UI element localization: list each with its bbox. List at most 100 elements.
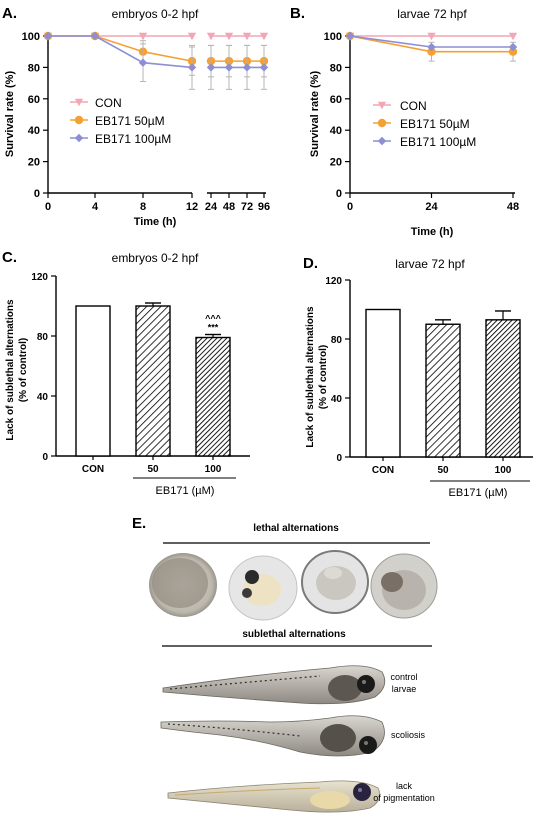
chart-a-point-0 [224, 32, 234, 41]
chart-c-y-tick-label: 0 [42, 452, 48, 463]
chart-b-x-tick-label: 48 [507, 201, 519, 213]
larva-image-scoliosis [160, 715, 385, 757]
chart-b-point-2 [508, 42, 518, 52]
legend-b: CON EB171 50µM EB171 100µM [400, 99, 476, 149]
chart-c-group-label: EB171 (µM) [156, 485, 215, 497]
larva-image-pigmentation [167, 780, 381, 813]
chart-c-title: embryos 0-2 hpf [112, 251, 199, 265]
chart-a-x-tick-label: 24 [205, 201, 218, 213]
chart-b-y-tick-label: 80 [330, 62, 342, 74]
chart-d-x-tick-label: 100 [495, 465, 512, 476]
chart-b-y-tick-label: 20 [330, 157, 342, 169]
legend-b-item-eb100: EB171 100µM [400, 135, 476, 149]
chart-a-x-tick-label: 48 [223, 201, 235, 213]
panel-letter-c: C. [2, 249, 17, 266]
chart-c-ylabel-line2: (% of control) [18, 338, 29, 402]
chart-b-y-tick-label: 60 [330, 94, 342, 106]
chart-d-bar-50 [425, 323, 461, 458]
panel-letter-b: B. [290, 5, 305, 22]
chart-d-bar-CON [365, 308, 401, 458]
panel-letter-a: A. [2, 5, 17, 22]
chart-b-ylabel: Survival rate (%) [309, 71, 321, 158]
chart-b-point-0 [508, 32, 518, 41]
chart-a-x-tick-label: 12 [186, 201, 198, 213]
larva-label-control-line2: larvae [392, 684, 417, 694]
chart-a-y-tick-label: 100 [22, 31, 40, 43]
panel-letter-d: D. [303, 255, 318, 272]
chart-d-y-tick-label: 120 [325, 276, 342, 287]
chart-d-title: larvae 72 hpf [395, 257, 465, 271]
larva-label-control-line1: control [390, 672, 417, 682]
chart-b-point-0 [427, 32, 436, 41]
chart-a-ylabel: Survival rate (%) [4, 71, 16, 158]
chart-a-y-tick-label: 80 [28, 62, 40, 74]
chart-a-y-tick-label: 0 [34, 188, 40, 200]
chart-b-xlabel: Time (h) [411, 226, 454, 238]
chart-a-y-tick-label: 20 [28, 157, 40, 169]
chart-d-bar-100 [485, 319, 521, 458]
chart-c-y-tick-label: 40 [37, 392, 49, 403]
egg-image-4 [370, 553, 438, 619]
chart-c-annotation: *** [208, 323, 219, 333]
chart-b-point-1 [427, 47, 436, 56]
legend-a: CON EB171 50µM EB171 100µM [95, 96, 171, 146]
chart-c-y-tick-label: 120 [31, 272, 48, 283]
chart-a-point-0 [206, 32, 216, 41]
chart-d-ylabel-line2: (% of control) [318, 345, 329, 409]
chart-b-point-1 [508, 47, 518, 56]
chart-a-point-2 [224, 63, 234, 72]
larva-label-pigmentation-line2: of pigmentation [373, 793, 435, 803]
chart-a-point-2 [138, 58, 148, 67]
chart-b-x-tick-label: 0 [347, 201, 353, 213]
legend-a-item-con: CON [95, 96, 122, 110]
larva-label-scoliosis: scoliosis [391, 730, 426, 740]
chart-a-legend-marker [74, 115, 84, 125]
lethal-title: lethal alternations [253, 523, 339, 534]
chart-a-y-tick-label: 60 [28, 94, 40, 106]
chart-c-y-tick-label: 80 [37, 332, 49, 343]
chart-d-x-tick-label: CON [372, 465, 394, 476]
sublethal-title: sublethal alternations [242, 629, 346, 640]
egg-image-2 [228, 555, 298, 621]
panel-e: lethal alternations sublethal alternatio… [149, 523, 438, 813]
larva-label-pigmentation-line1: lack [396, 781, 413, 791]
chart-d-y-tick-label: 40 [331, 394, 343, 405]
legend-b-item-con: CON [400, 99, 427, 113]
chart-b-legend-marker [377, 101, 387, 110]
chart-a-x-tick-label: 72 [241, 201, 253, 213]
egg-image-3 [301, 550, 369, 614]
chart-a-legend-marker [74, 98, 84, 107]
panel-letter-e: E. [132, 515, 146, 532]
chart-b-y-tick-label: 0 [336, 188, 342, 200]
chart-a-xlabel: Time (h) [134, 216, 177, 228]
chart-a-point-0 [138, 32, 148, 41]
chart-a-x-tick-label: 0 [45, 201, 51, 213]
chart-a-x-tick-label: 8 [140, 201, 146, 213]
larva-image-control [162, 665, 386, 705]
chart-b-legend-marker [377, 118, 387, 128]
chart-c-bar-100 [195, 336, 231, 457]
chart-d-ylabel-line1: Lack of sublethal alternations [305, 306, 316, 448]
chart-d-y-tick-label: 0 [336, 453, 342, 464]
egg-image-1 [149, 553, 217, 617]
chart-d-x-tick-label: 50 [437, 465, 449, 476]
chart-a-x-tick-label: 96 [258, 201, 270, 213]
chart-b-x-tick-label: 24 [425, 201, 438, 213]
chart-a-title: embryos 0-2 hpf [112, 7, 199, 21]
chart-d-y-tick-label: 80 [331, 335, 343, 346]
chart-a-series-line-1 [48, 35, 193, 62]
chart-a-point-2 [90, 31, 100, 41]
chart-a-point-2 [206, 63, 216, 72]
chart-a-legend-marker [74, 133, 84, 143]
chart-a-point-2 [187, 63, 197, 72]
chart-b-y-tick-label: 40 [330, 125, 342, 137]
legend-a-item-eb100: EB171 100µM [95, 132, 171, 146]
chart-c-bar-50 [135, 305, 171, 457]
chart-b-y-tick-label: 100 [324, 31, 342, 43]
chart-c-x-tick-label: CON [82, 464, 104, 475]
chart-a-series-line-2 [48, 35, 193, 69]
chart-c-ylabel-line1: Lack of sublethal alternations [5, 299, 16, 441]
chart-c-annotation: ^^^ [205, 314, 222, 324]
chart-b-legend-marker [377, 136, 387, 146]
chart-b-point-2 [427, 42, 436, 52]
